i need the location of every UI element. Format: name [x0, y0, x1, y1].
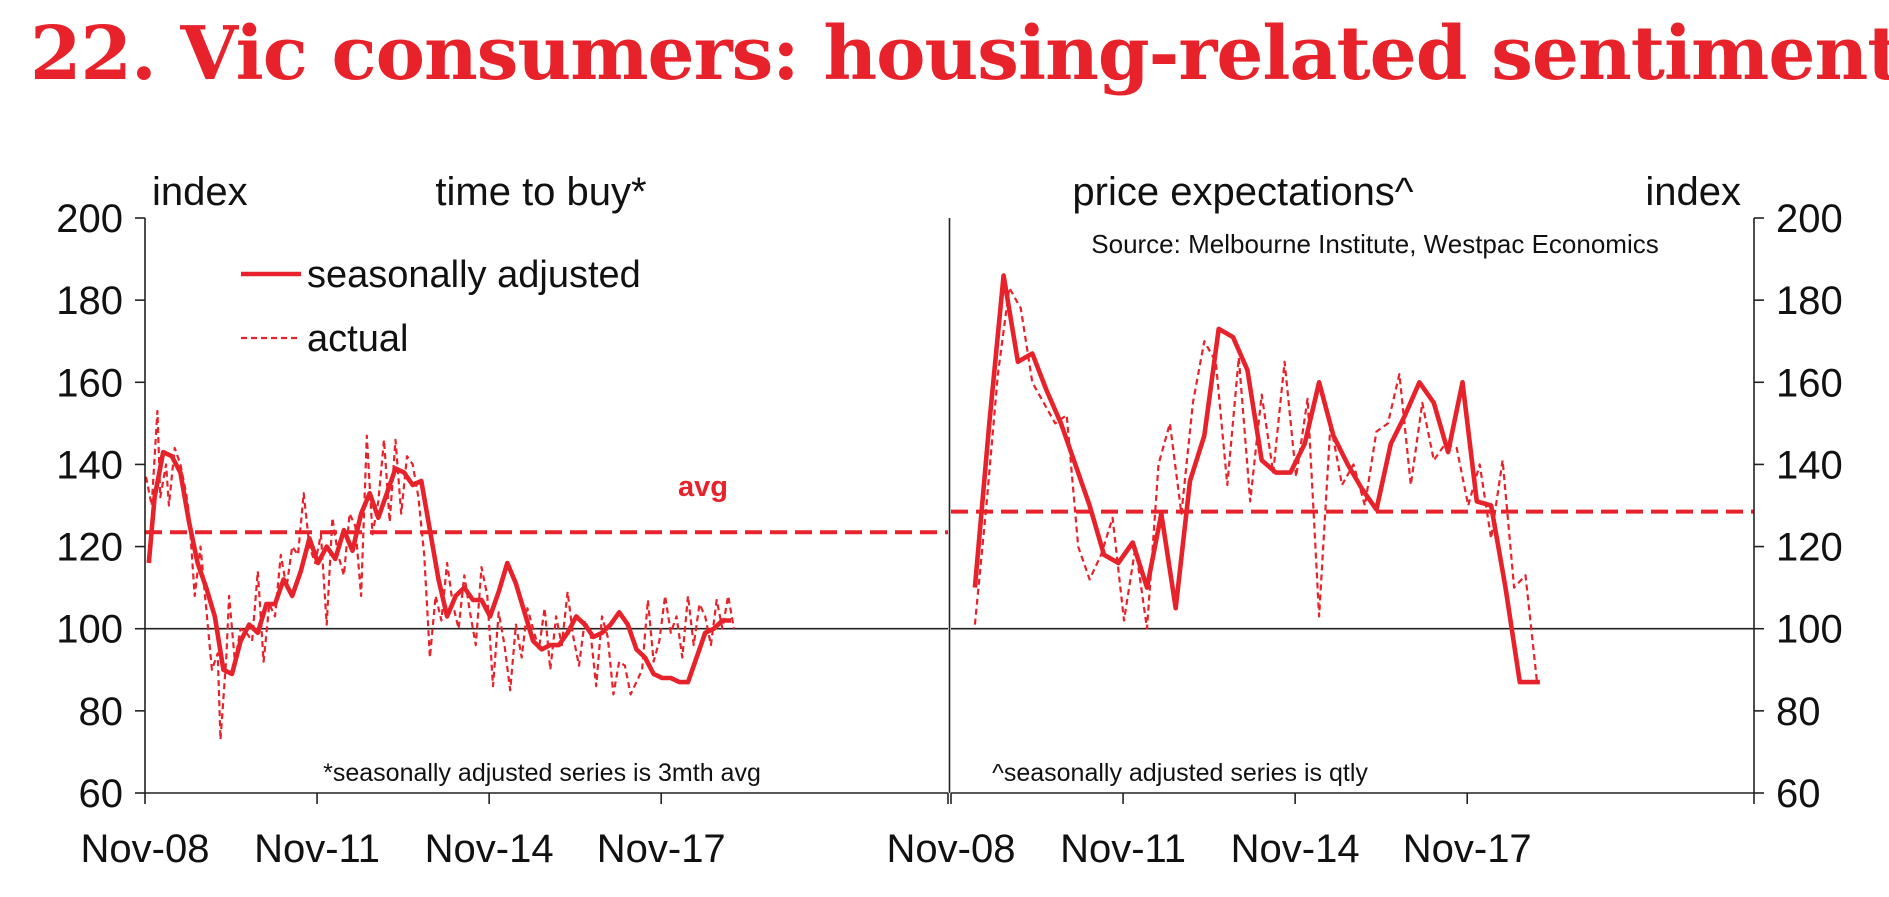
panel-title-time-to-buy: time to buy* [435, 170, 646, 214]
source-note: Source: Melbourne Institute, Westpac Eco… [1091, 229, 1658, 259]
x-tick-label: Nov-14 [425, 827, 554, 871]
seasonally-adjusted-series-2 [972, 273, 1540, 685]
note-price-expectations: ^seasonally adjusted series is qtly [992, 759, 1368, 787]
seasonally-adjusted-series-1 [146, 449, 731, 685]
legend-label-actual: actual [307, 318, 408, 360]
y-tick-label: 80 [1776, 690, 1821, 734]
x-tick-label: Nov-11 [1060, 827, 1186, 871]
y-tick-label: 120 [56, 526, 123, 570]
y-unit-label-left: index [152, 170, 248, 214]
y-unit-label-right: index [1645, 170, 1741, 214]
note-time-to-buy: *seasonally adjusted series is 3mth avg [323, 759, 761, 787]
y-tick-label: 60 [1776, 772, 1821, 816]
y-tick-label: 200 [1776, 197, 1843, 241]
chart-title: 22. Vic consumers: housing-related senti… [30, 11, 1889, 97]
y-tick-label: 180 [56, 279, 123, 323]
y-tick-label: 100 [1776, 608, 1843, 652]
avg-label: avg [678, 471, 728, 503]
x-tick-label: Nov-17 [597, 827, 726, 871]
y-tick-label: 100 [56, 608, 123, 652]
x-tick-label: Nov-08 [887, 827, 1016, 871]
y-tick-label: 140 [56, 443, 123, 487]
x-tick-label: Nov-08 [81, 827, 210, 871]
y-tick-label: 80 [79, 690, 124, 734]
y-tick-label: 180 [1776, 279, 1843, 323]
y-tick-label: 60 [79, 772, 124, 816]
y-tick-label: 140 [1776, 443, 1843, 487]
y-tick-label: 160 [56, 361, 123, 405]
y-tick-label: 160 [1776, 361, 1843, 405]
x-tick-label: Nov-11 [254, 827, 380, 871]
legend-label-seasonal: seasonally adjusted [307, 254, 641, 296]
panel-title-price-expectations: price expectations^ [1072, 170, 1413, 214]
y-tick-label: 120 [1776, 526, 1843, 570]
y-tick-label: 200 [56, 197, 123, 241]
x-tick-label: Nov-17 [1403, 827, 1532, 871]
x-tick-label: Nov-14 [1231, 827, 1360, 871]
actual-series-2 [973, 286, 1539, 683]
